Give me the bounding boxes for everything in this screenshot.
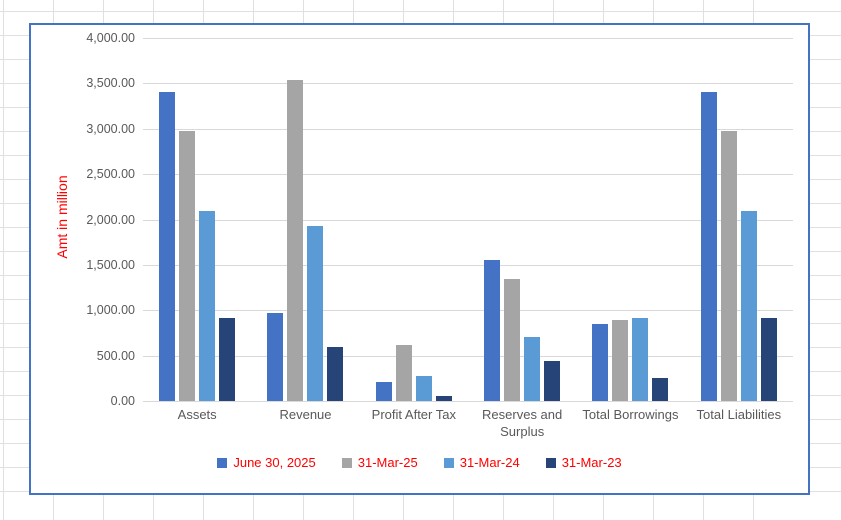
x-category-label: Total Liabilities	[696, 407, 782, 422]
bar[interactable]	[375, 382, 392, 401]
bar[interactable]	[652, 377, 669, 401]
bar[interactable]	[219, 318, 236, 401]
gridline	[143, 310, 793, 312]
chart-area[interactable]: Amt in million 4,000.00 3,500.00 3,000.00 2…	[29, 23, 810, 495]
bar[interactable]	[612, 319, 629, 401]
bar[interactable]	[395, 344, 412, 401]
bar-group	[685, 38, 793, 401]
y-tick-label: 3,000.00	[86, 121, 135, 136]
bar-group	[251, 38, 359, 401]
y-tick-label: 2,000.00	[86, 212, 135, 227]
gridline	[143, 174, 793, 176]
bar[interactable]	[179, 131, 196, 401]
bar[interactable]	[544, 361, 561, 401]
x-category-label: Reserves and Surplus	[482, 407, 563, 439]
legend-swatch-icon	[341, 457, 352, 468]
bar[interactable]	[287, 80, 304, 401]
x-axis-category-labels: Assets Revenue Profit After Tax Reserves an…	[143, 407, 793, 441]
gridline	[143, 355, 793, 357]
y-tick-label: 0.00	[110, 394, 135, 408]
bar[interactable]	[484, 260, 501, 401]
bar-group	[576, 38, 684, 401]
gridline	[143, 219, 793, 221]
y-tick-label: 3,500.00	[86, 76, 135, 91]
legend-item[interactable]: 31-Mar-23	[545, 455, 622, 470]
bar-group	[143, 38, 251, 401]
gridline	[143, 128, 793, 130]
legend-swatch-icon	[217, 457, 228, 468]
y-tick-label: 4,000.00	[86, 31, 135, 45]
bar[interactable]	[307, 225, 324, 401]
bar[interactable]	[267, 312, 284, 401]
y-tick-label: 1,000.00	[86, 303, 135, 318]
legend-label: 31-Mar-25	[357, 455, 418, 470]
bar[interactable]	[327, 346, 344, 401]
x-category-label: Assets	[177, 407, 217, 422]
legend-label: 31-Mar-24	[459, 455, 520, 470]
legend: June 30, 2025 31-Mar-25 31-Mar-24 31-Mar-23	[31, 455, 808, 470]
bar-group	[468, 38, 576, 401]
bar[interactable]	[740, 210, 757, 401]
legend-item[interactable]: 31-Mar-25	[341, 455, 418, 470]
bar[interactable]	[415, 376, 432, 401]
gridline	[143, 83, 793, 85]
x-category-label: Total Borrowings	[582, 407, 679, 422]
x-category-label: Revenue	[279, 407, 332, 422]
legend-item[interactable]: 31-Mar-24	[443, 455, 520, 470]
bar[interactable]	[720, 131, 737, 401]
legend-label: June 30, 2025	[233, 455, 316, 470]
bar[interactable]	[504, 279, 521, 401]
y-tick-label: 2,500.00	[86, 167, 135, 182]
bar[interactable]	[700, 91, 717, 401]
legend-item[interactable]: June 30, 2025	[217, 455, 316, 470]
bar[interactable]	[760, 318, 777, 401]
y-tick-label: 500.00	[96, 348, 135, 363]
legend-swatch-icon	[545, 457, 556, 468]
bar[interactable]	[524, 336, 541, 401]
bar[interactable]	[632, 318, 649, 401]
bar-group	[360, 38, 468, 401]
x-category-label: Profit After Tax	[371, 407, 456, 422]
bar[interactable]	[435, 396, 452, 401]
plot-area	[143, 38, 793, 402]
y-axis-tick-labels: 4,000.00 3,500.00 3,000.00 2,500.00 2,000.00…	[31, 25, 135, 493]
x-axis-line	[143, 401, 793, 402]
y-tick-label: 1,500.00	[86, 257, 135, 272]
legend-swatch-icon	[443, 457, 454, 468]
legend-label: 31-Mar-23	[561, 455, 622, 470]
bar[interactable]	[159, 91, 176, 401]
bar[interactable]	[592, 324, 609, 401]
gridline	[143, 38, 793, 39]
bar[interactable]	[199, 210, 216, 401]
gridline	[143, 264, 793, 266]
